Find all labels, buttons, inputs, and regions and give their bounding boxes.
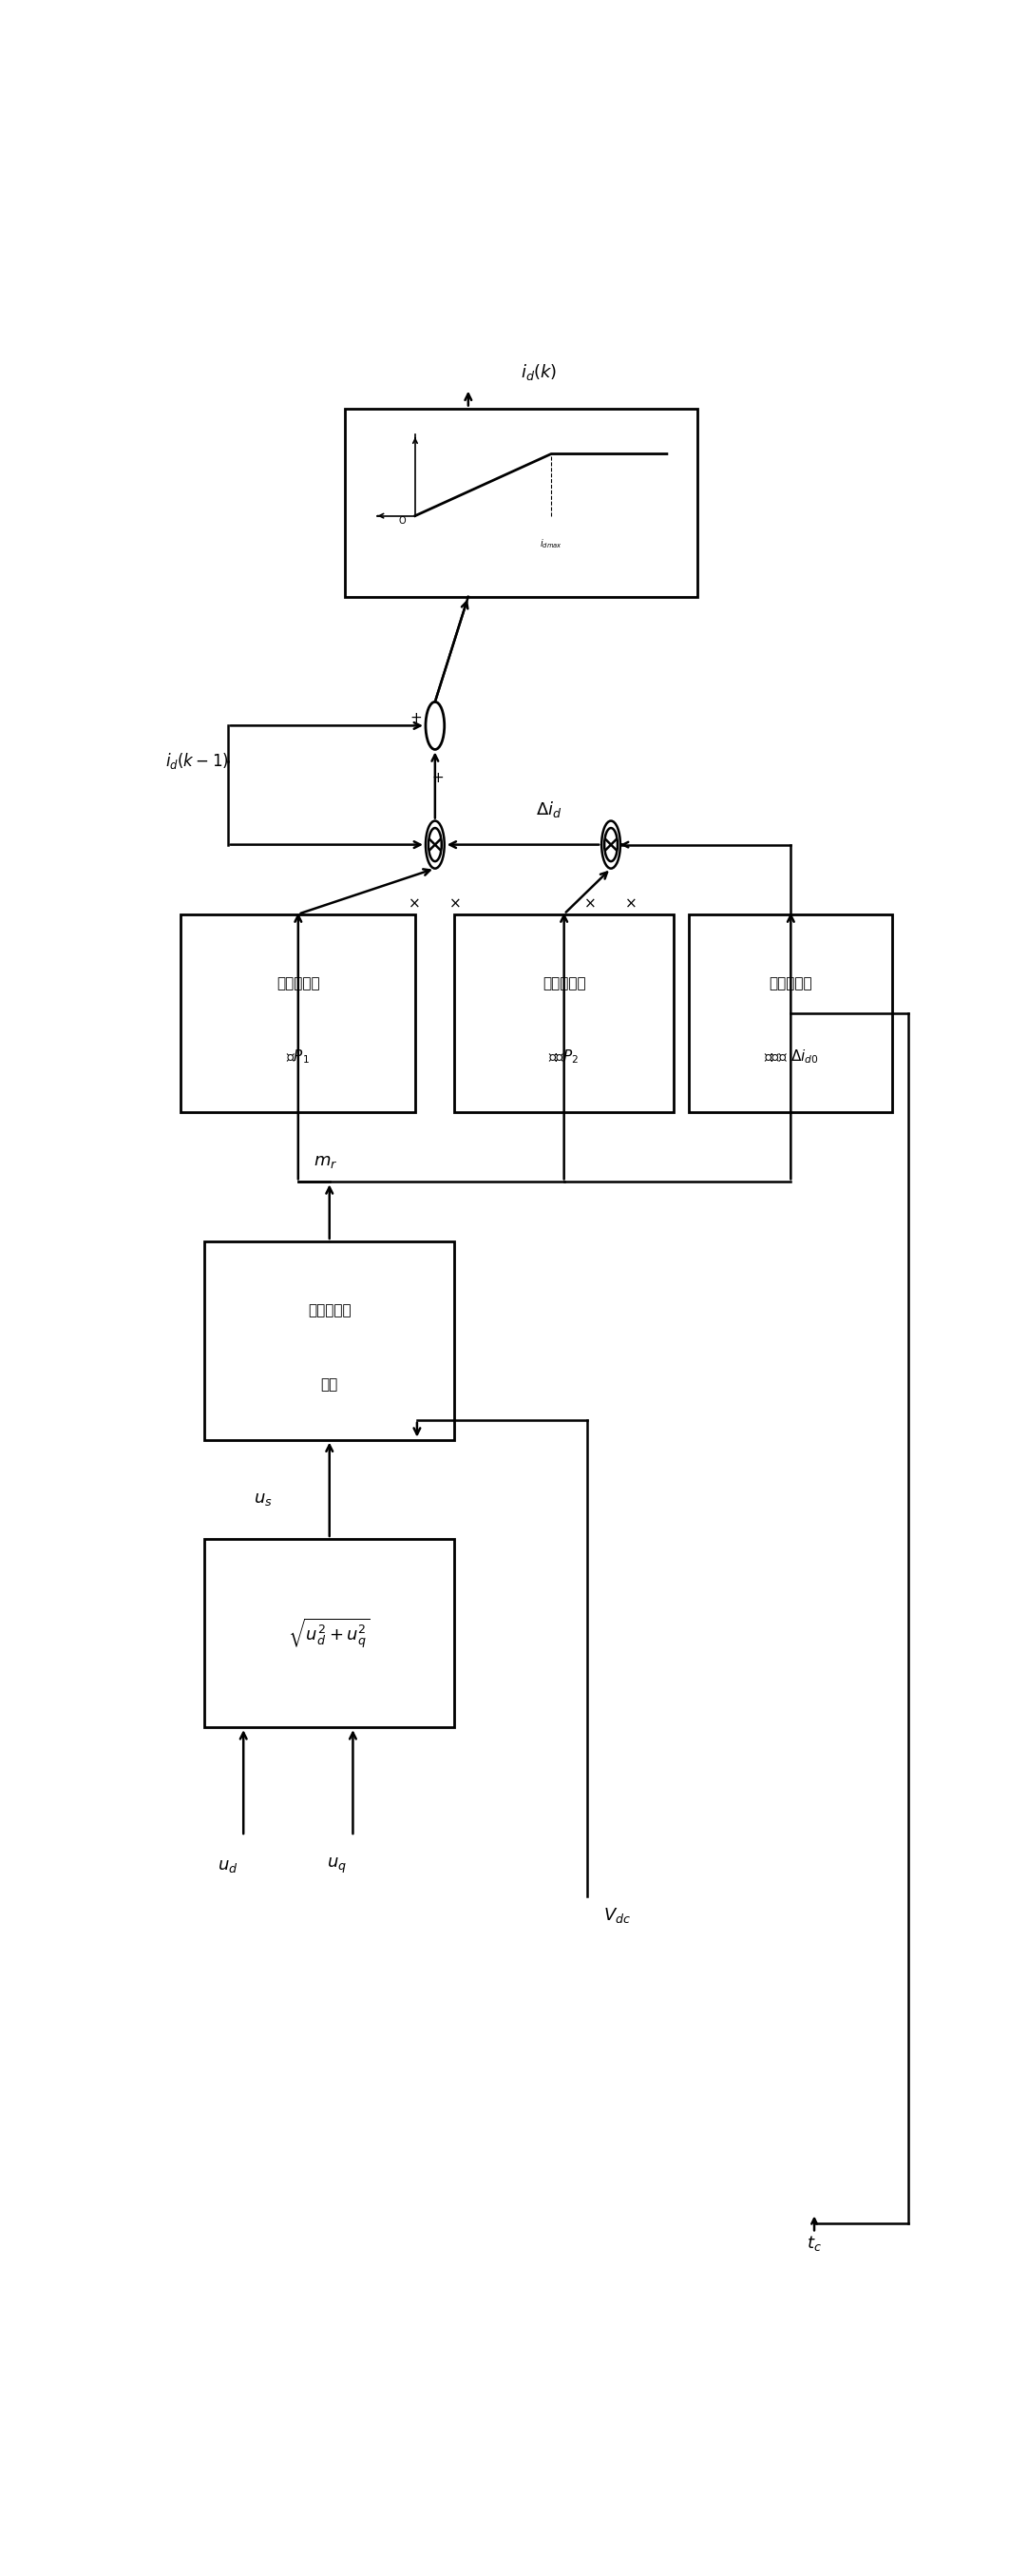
Text: 实时调制比: 实时调制比 — [308, 1303, 351, 1319]
Text: $V_{dc}$: $V_{dc}$ — [603, 1906, 631, 1924]
Text: +: + — [432, 770, 444, 786]
Text: 计算: 计算 — [321, 1378, 338, 1391]
Text: $u_q$: $u_q$ — [327, 1857, 347, 1875]
Bar — [689, 914, 893, 1113]
Text: 确定基础励: 确定基础励 — [769, 976, 812, 992]
Text: O: O — [399, 515, 406, 526]
Bar — [181, 914, 416, 1113]
Text: ×: × — [626, 896, 638, 912]
Bar — [204, 1242, 455, 1440]
Text: $i_d(k-1)$: $i_d(k-1)$ — [165, 752, 229, 770]
Text: ×: × — [450, 896, 462, 912]
Text: $m_r$: $m_r$ — [314, 1154, 338, 1170]
Text: $\Delta i_d$: $\Delta i_d$ — [536, 799, 561, 819]
Bar — [345, 407, 697, 598]
Text: $\sqrt{u_d^2+u_q^2}$: $\sqrt{u_d^2+u_q^2}$ — [289, 1615, 370, 1651]
Text: 确定方向系: 确定方向系 — [276, 976, 320, 992]
Text: 确定变步长: 确定变步长 — [543, 976, 585, 992]
Bar — [454, 914, 674, 1113]
Text: $u_d$: $u_d$ — [218, 1857, 238, 1875]
Text: $i_d(k)$: $i_d(k)$ — [521, 363, 558, 384]
Bar — [204, 1538, 455, 1728]
Text: 磁电流 $\Delta i_{d0}$: 磁电流 $\Delta i_{d0}$ — [764, 1048, 818, 1066]
Text: $t_c$: $t_c$ — [807, 2233, 821, 2251]
Text: ×: × — [409, 896, 421, 912]
Text: $i_{dmax}$: $i_{dmax}$ — [540, 538, 562, 551]
Text: +: + — [411, 711, 423, 726]
Text: 系数$P_2$: 系数$P_2$ — [549, 1048, 579, 1066]
Text: 数$P_1$: 数$P_1$ — [287, 1048, 310, 1066]
Text: $u_s$: $u_s$ — [253, 1492, 272, 1507]
Text: ×: × — [584, 896, 596, 912]
